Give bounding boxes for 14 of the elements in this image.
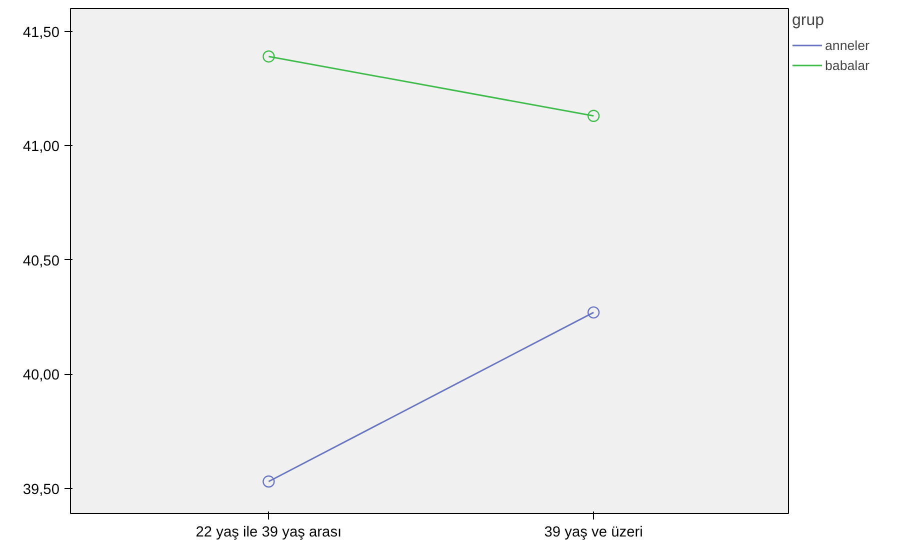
point <box>262 50 275 63</box>
y-tick-label: 40,50 <box>22 253 60 270</box>
x-tick-label: 39 yaş ve üzeri <box>544 524 643 540</box>
y-tick-label: 41,00 <box>22 139 60 156</box>
y-tick-label: 40,00 <box>22 368 60 384</box>
y-tick-label: 41,50 <box>22 24 60 41</box>
legend-label: babalar <box>825 58 870 72</box>
legend-label: anneler <box>825 38 870 52</box>
y-tick-label: 39,50 <box>22 482 60 498</box>
point <box>587 110 600 122</box>
legend-title: grup <box>792 12 826 30</box>
point <box>587 306 600 319</box>
point <box>262 475 275 488</box>
x-tick-label: 22 yaş ile 39 yaş arası <box>196 524 342 540</box>
